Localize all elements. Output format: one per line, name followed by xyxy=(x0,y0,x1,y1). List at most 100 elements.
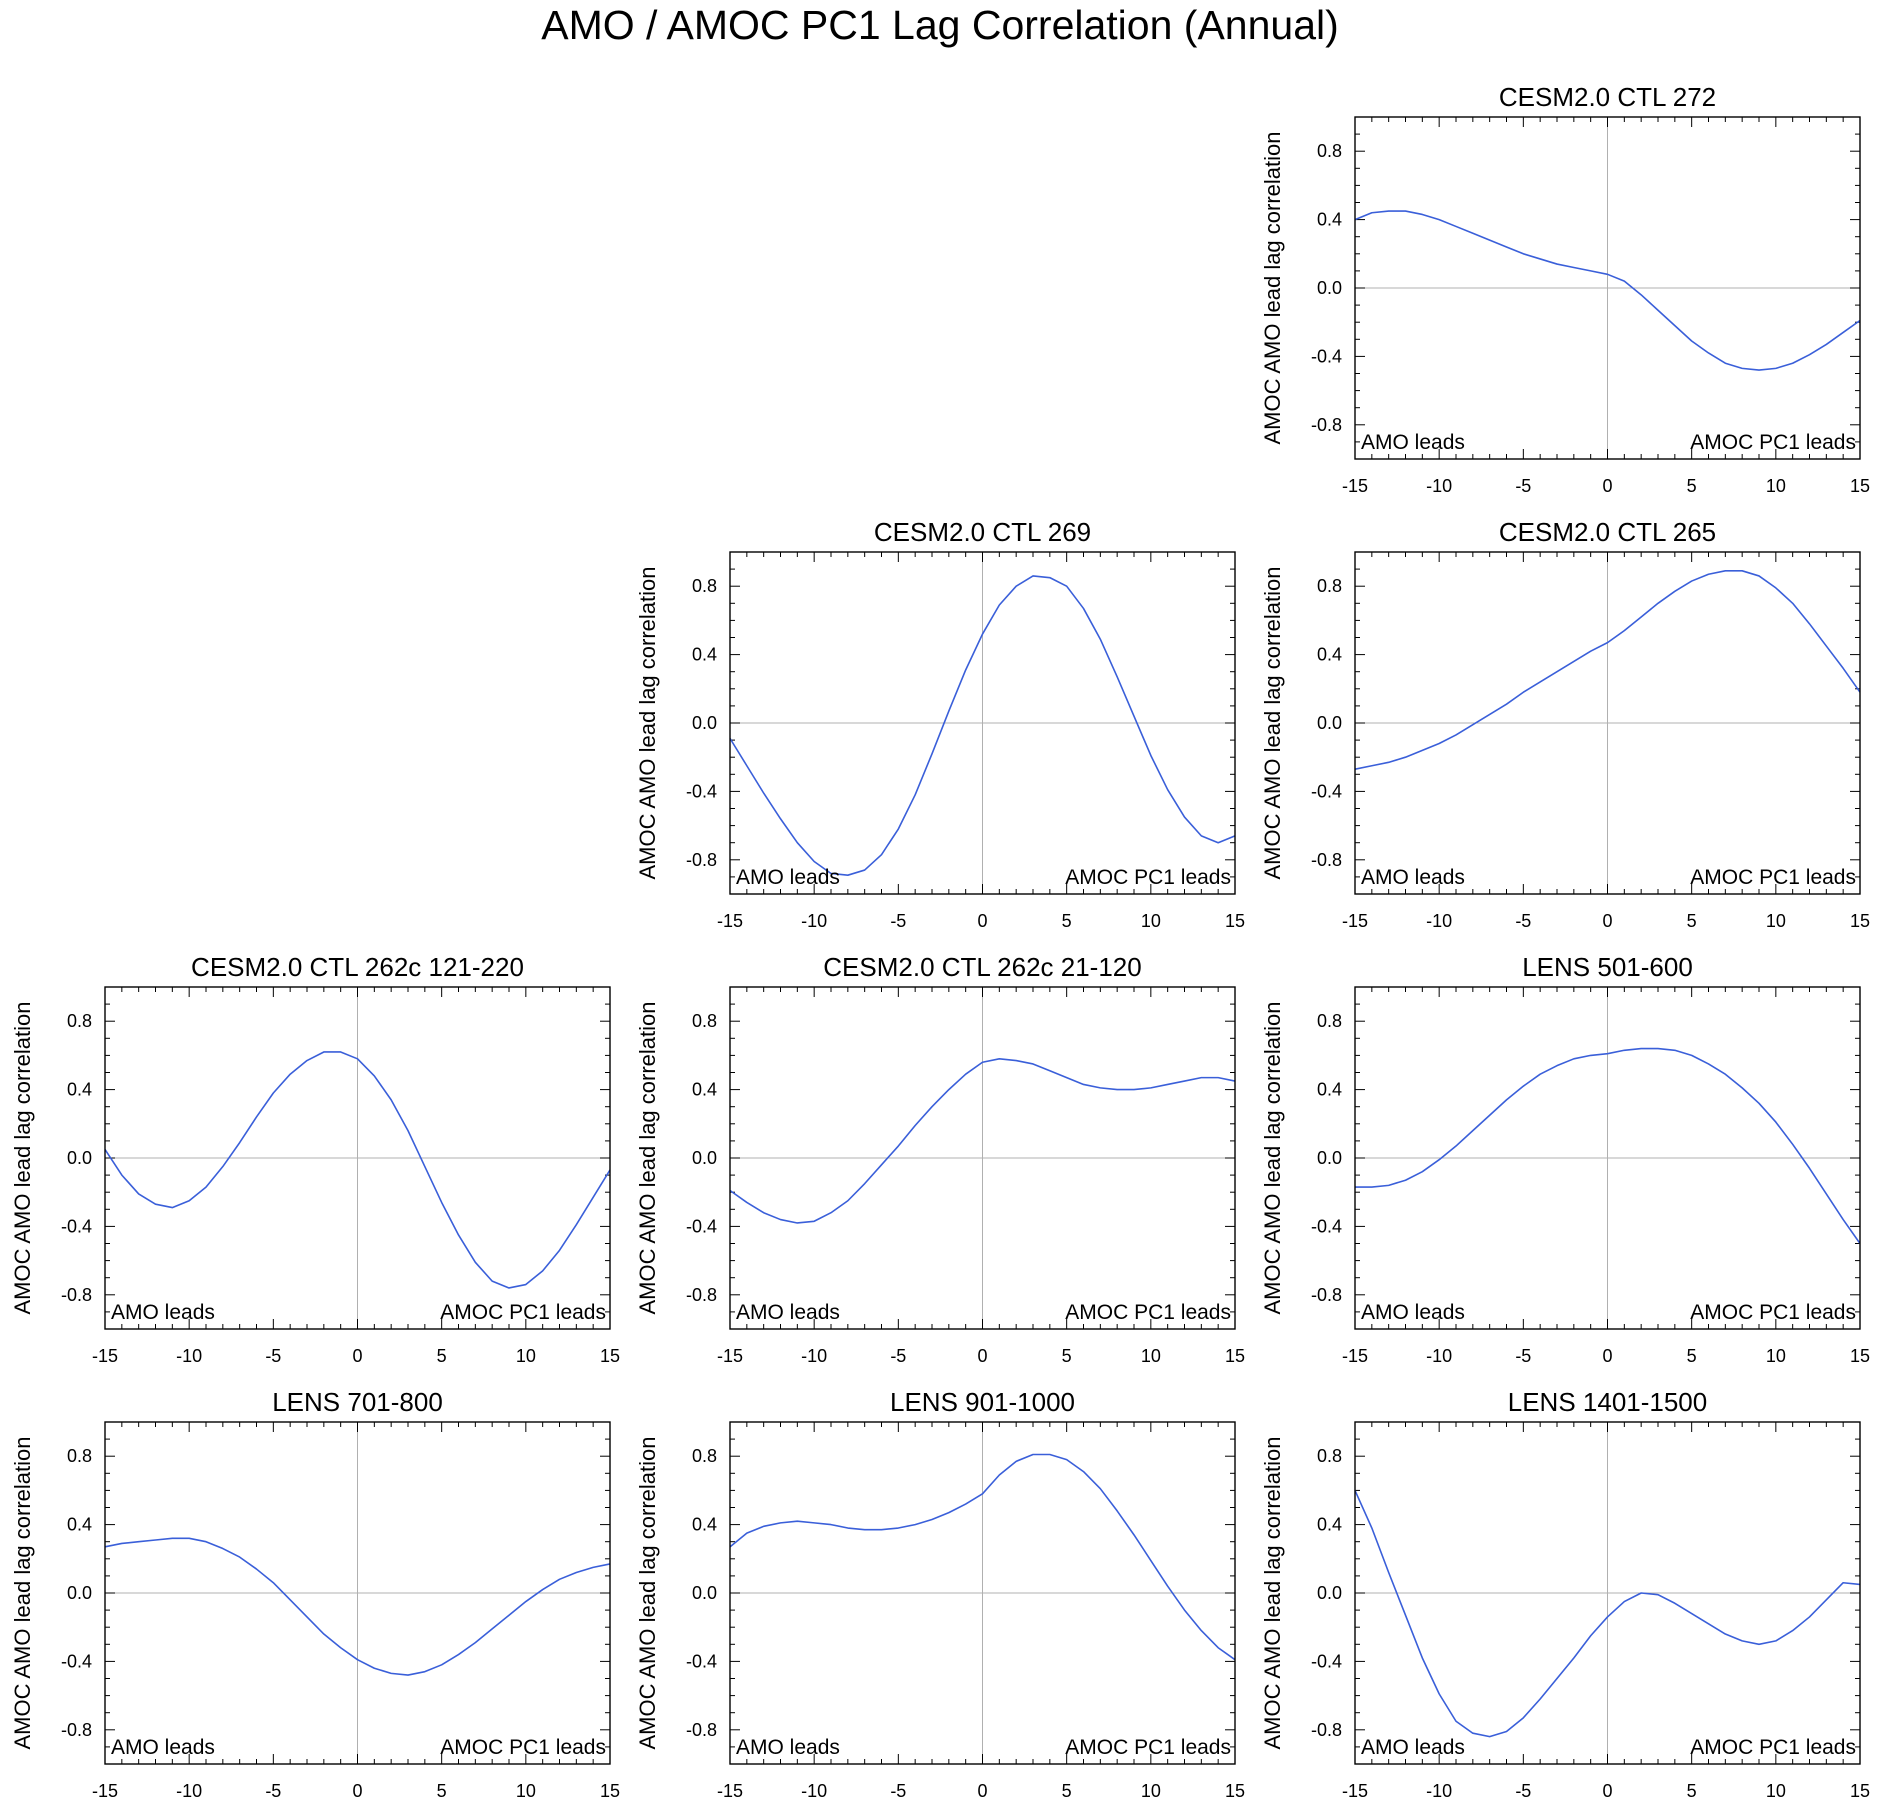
annotation-amo-leads: AMO leads xyxy=(736,1301,840,1324)
y-tick-label: 0.4 xyxy=(692,1080,717,1100)
annotation-amoc-leads: AMOC PC1 leads xyxy=(1690,866,1856,889)
x-tick-label: 15 xyxy=(1225,1781,1245,1801)
chart-panel-4: CESM2.0 CTL 262c 121-220 -15 -10 -5 0 5 10 15 -0… xyxy=(10,952,620,1366)
x-tick-label: 0 xyxy=(352,1781,362,1801)
y-tick-label: 0.4 xyxy=(692,645,717,665)
x-tick-label: 10 xyxy=(1766,911,1786,931)
x-tick-label: -5 xyxy=(265,1781,281,1801)
y-tick-label: -0.4 xyxy=(686,1651,717,1671)
panel-title: CESM2.0 CTL 262c 121-220 xyxy=(191,952,524,982)
y-tick-label: -0.8 xyxy=(1311,850,1342,870)
y-tick-label: -0.4 xyxy=(1311,346,1342,366)
chart-panel-3: CESM2.0 CTL 265 -15 -10 -5 0 5 10 15 -0.8 -0.4 0.0… xyxy=(1260,517,1870,931)
y-axis-label: AMOC AMO lead lag correlation xyxy=(635,1436,660,1749)
x-tick-label: 15 xyxy=(1225,1346,1245,1366)
y-tick-label: 0.8 xyxy=(1317,1446,1342,1466)
annotation-amo-leads: AMO leads xyxy=(111,1736,215,1759)
series-line xyxy=(104,1537,611,1676)
x-tick-label: 5 xyxy=(437,1346,447,1366)
y-tick-label: -0.4 xyxy=(1311,1216,1342,1236)
panel-title: LENS 1401-1500 xyxy=(1508,1387,1707,1417)
x-tick-label: 0 xyxy=(352,1346,362,1366)
panel-title: CESM2.0 CTL 265 xyxy=(1499,517,1716,547)
y-tick-label: 0.8 xyxy=(67,1011,92,1031)
x-tick-label: -10 xyxy=(801,911,827,931)
y-tick-label: 0.0 xyxy=(1317,278,1342,298)
x-tick-label: 10 xyxy=(1766,1781,1786,1801)
y-tick-label: 0.8 xyxy=(67,1446,92,1466)
x-tick-label: 15 xyxy=(600,1346,620,1366)
annotation-amoc-leads: AMOC PC1 leads xyxy=(1690,1736,1856,1759)
plot-frame xyxy=(729,986,1236,1330)
x-tick-label: -15 xyxy=(92,1346,118,1366)
y-axis-label: AMOC AMO lead lag correlation xyxy=(1260,131,1285,444)
x-tick-label: 10 xyxy=(1141,1346,1161,1366)
annotation-amo-leads: AMO leads xyxy=(1361,866,1465,889)
x-tick-label: -5 xyxy=(1515,1346,1531,1366)
chart-panel-8: LENS 901-1000 -15 -10 -5 0 5 10 15 -0.8 -0.4 0.0 0.… xyxy=(635,1387,1245,1801)
y-tick-label: -0.4 xyxy=(61,1216,92,1236)
plot-frame xyxy=(1354,1421,1861,1765)
series-line xyxy=(729,1453,1236,1661)
y-axis-label: AMOC AMO lead lag correlation xyxy=(1260,566,1285,879)
x-tick-label: 5 xyxy=(1687,1346,1697,1366)
y-tick-label: 0.0 xyxy=(1317,1583,1342,1603)
y-tick-label: -0.8 xyxy=(61,1285,92,1305)
x-tick-label: -15 xyxy=(92,1781,118,1801)
x-tick-label: -5 xyxy=(265,1346,281,1366)
x-tick-label: 5 xyxy=(1687,911,1697,931)
x-tick-label: -5 xyxy=(890,1781,906,1801)
y-tick-label: -0.8 xyxy=(686,1285,717,1305)
x-tick-label: 15 xyxy=(1225,911,1245,931)
series-line xyxy=(729,575,1236,876)
y-axis-label: AMOC AMO lead lag correlation xyxy=(10,1001,35,1314)
chart-panel-6: LENS 501-600 -15 -10 -5 0 5 10 15 -0.8 -0.4 0.0 0.4… xyxy=(1260,952,1870,1366)
y-axis-label: AMOC AMO lead lag correlation xyxy=(635,566,660,879)
chart-panel-1: CESM2.0 CTL 272 -15 -10 -5 0 5 10 15 -0.8 -0.4 0.0… xyxy=(1260,82,1870,496)
annotation-amoc-leads: AMOC PC1 leads xyxy=(1065,866,1231,889)
plot-frame xyxy=(1354,551,1861,895)
series-line xyxy=(1355,1047,1861,1244)
annotation-amoc-leads: AMOC PC1 leads xyxy=(1690,1301,1856,1324)
annotation-amoc-leads: AMOC PC1 leads xyxy=(1065,1736,1231,1759)
plot-frame xyxy=(729,1421,1236,1765)
x-tick-label: 0 xyxy=(1602,1346,1612,1366)
x-tick-label: 15 xyxy=(1850,1781,1870,1801)
annotation-amo-leads: AMO leads xyxy=(1361,1301,1465,1324)
x-tick-label: 0 xyxy=(977,911,987,931)
y-tick-label: -0.8 xyxy=(686,850,717,870)
plot-frame xyxy=(729,551,1236,895)
x-tick-label: -10 xyxy=(1426,1781,1452,1801)
x-tick-label: 15 xyxy=(1850,1346,1870,1366)
y-tick-label: -0.4 xyxy=(1311,1651,1342,1671)
y-tick-label: 0.4 xyxy=(692,1515,717,1535)
x-tick-label: -15 xyxy=(717,911,743,931)
x-tick-label: -10 xyxy=(1426,476,1452,496)
chart-panel-9: LENS 1401-1500 -15 -10 -5 0 5 10 15 -0.8 -0.4 0.0 0… xyxy=(1260,1387,1870,1801)
y-tick-label: -0.8 xyxy=(1311,415,1342,435)
y-tick-label: -0.4 xyxy=(686,1216,717,1236)
x-tick-label: 15 xyxy=(600,1781,620,1801)
x-tick-label: 10 xyxy=(1766,1346,1786,1366)
x-tick-label: 5 xyxy=(1062,1781,1072,1801)
y-axis-label: AMOC AMO lead lag correlation xyxy=(1260,1001,1285,1314)
y-tick-label: -0.4 xyxy=(1311,781,1342,801)
x-tick-label: -10 xyxy=(801,1781,827,1801)
y-tick-label: 0.4 xyxy=(67,1515,92,1535)
y-tick-label: 0.8 xyxy=(692,1011,717,1031)
y-tick-label: 0.0 xyxy=(67,1583,92,1603)
panel-title: CESM2.0 CTL 269 xyxy=(874,517,1091,547)
x-tick-label: 0 xyxy=(1602,911,1612,931)
y-tick-label: 0.8 xyxy=(1317,576,1342,596)
y-axis-label: AMOC AMO lead lag correlation xyxy=(1260,1436,1285,1749)
x-tick-label: 15 xyxy=(1850,476,1870,496)
plot-frame xyxy=(104,1421,611,1765)
annotation-amoc-leads: AMOC PC1 leads xyxy=(1065,1301,1231,1324)
y-tick-label: 0.0 xyxy=(1317,713,1342,733)
y-tick-label: 0.0 xyxy=(67,1148,92,1168)
annotation-amoc-leads: AMOC PC1 leads xyxy=(440,1301,606,1324)
y-tick-label: 0.0 xyxy=(692,1148,717,1168)
y-axis-label: AMOC AMO lead lag correlation xyxy=(635,1001,660,1314)
x-tick-label: -10 xyxy=(801,1346,827,1366)
panel-title: CESM2.0 CTL 262c 21-120 xyxy=(823,952,1141,982)
